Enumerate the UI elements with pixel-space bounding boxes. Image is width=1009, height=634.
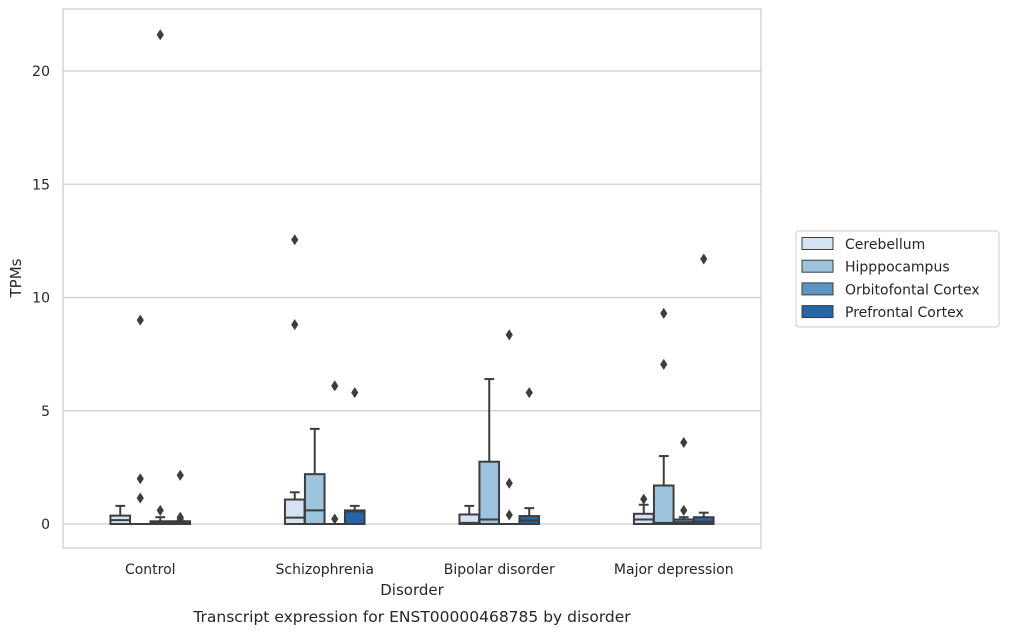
box-prefrontal-cortex [343, 504, 366, 526]
box-series [109, 378, 715, 526]
outlier-point [176, 469, 184, 481]
y-tick-label: 10 [32, 291, 50, 307]
legend-label: Prefrontal Cortex [845, 305, 964, 321]
y-tick-label: 15 [32, 177, 50, 193]
box-prefrontal-cortex [692, 511, 715, 526]
outlier-point [136, 492, 144, 504]
legend-swatch [801, 305, 834, 319]
outlier-point [700, 253, 708, 265]
y-axis-label: TPMs [7, 258, 25, 298]
y-tick-label: 20 [32, 64, 50, 80]
outlier-points [136, 29, 708, 525]
box-body [478, 460, 501, 525]
outlier-point [660, 307, 668, 319]
outlier-point [640, 493, 648, 505]
outlier-point [505, 477, 513, 489]
legend-items: Cerebellum Hipppocampus Orbitofontal Corte… [801, 237, 980, 321]
box-hipppocampus [652, 455, 675, 525]
legend-swatch [801, 282, 834, 296]
outlier-point [660, 358, 668, 370]
y-tick-label: 0 [41, 517, 50, 533]
box-orbitofontal-cortex [149, 516, 172, 525]
legend-frame [795, 230, 1000, 328]
outlier-point [156, 504, 164, 516]
plot-frame [62, 8, 762, 549]
legend-swatch [801, 259, 834, 273]
x-tick-label: Bipolar disorder [444, 562, 555, 578]
grid-lines [63, 70, 761, 525]
outlier-point [331, 380, 339, 392]
box-body [652, 484, 675, 525]
outlier-point [156, 29, 164, 41]
box-prefrontal-cortex [518, 507, 541, 526]
box-cerebellum [458, 504, 481, 525]
x-tick-label: Schizophrenia [276, 562, 374, 578]
box-hipppocampus [478, 378, 501, 525]
x-axis-label: Disorder [380, 581, 444, 599]
x-tick-label: Control [125, 562, 176, 578]
outlier-point [176, 513, 184, 525]
box-body [283, 498, 306, 525]
legend: Cerebellum Hipppocampus Orbitofontal Corte… [795, 230, 1000, 328]
x-tick-label: Major depression [614, 562, 734, 578]
outlier-point [505, 509, 513, 521]
outlier-point [291, 319, 299, 331]
box-cerebellum [109, 504, 132, 526]
outlier-point [136, 314, 144, 326]
box-body [692, 516, 715, 526]
legend-label: Hipppocampus [845, 260, 950, 276]
legend-label: Cerebellum [845, 237, 925, 253]
box-orbitofontal-cortex [672, 516, 695, 525]
box-hipppocampus [303, 427, 326, 526]
box-cerebellum [283, 491, 306, 525]
box-cerebellum [632, 503, 655, 525]
outlier-point [525, 387, 533, 399]
chart-caption: Transcript expression for ENST0000046878… [192, 608, 631, 626]
outlier-point [505, 329, 513, 341]
y-tick-label: 5 [41, 404, 50, 420]
outlier-point [136, 473, 144, 485]
outlier-point [331, 513, 339, 525]
outlier-point [291, 234, 299, 246]
legend-label: Orbitofontal Cortex [845, 282, 980, 298]
box-body [303, 473, 326, 526]
y-tick-labels: 0 5 10 15 20 [32, 64, 50, 533]
x-tick-labels: Control Schizophrenia Bipolar disorder Majo… [125, 562, 734, 578]
box-body [343, 509, 366, 526]
outlier-point [680, 436, 688, 448]
legend-swatch [801, 237, 834, 250]
outlier-point [351, 387, 359, 399]
outlier-point [680, 504, 688, 516]
